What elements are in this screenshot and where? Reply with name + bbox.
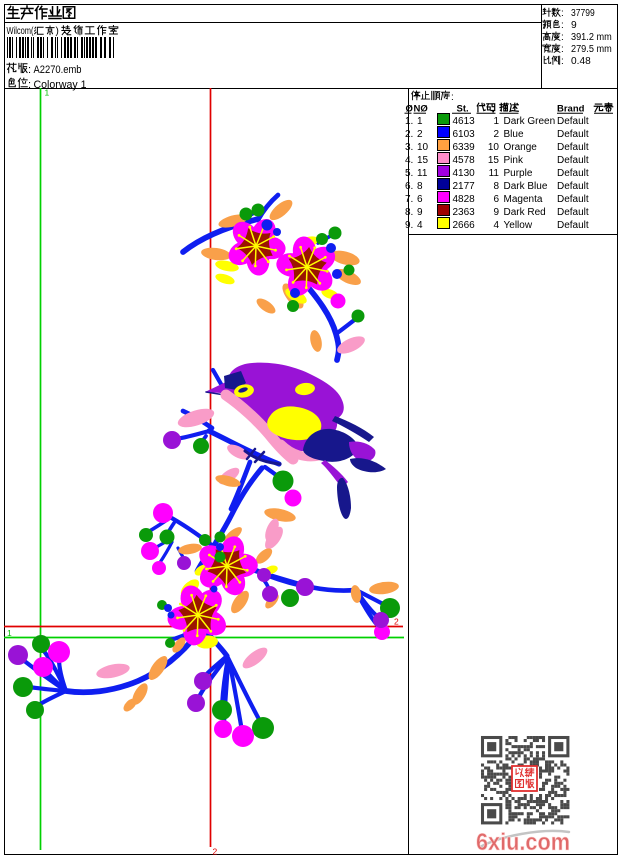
svg-text:4578: 4578 — [453, 155, 476, 166]
svg-text:Magenta: Magenta — [504, 194, 543, 205]
svg-text:15: 15 — [488, 155, 500, 166]
svg-text:4: 4 — [417, 220, 423, 231]
svg-text:1: 1 — [45, 88, 50, 98]
svg-text:10: 10 — [417, 142, 429, 153]
svg-text:Default: Default — [557, 181, 589, 192]
svg-text:Orange: Orange — [504, 142, 538, 153]
svg-text:2177: 2177 — [453, 181, 476, 192]
svg-text::: : — [451, 92, 454, 103]
svg-text:Purple: Purple — [504, 168, 533, 179]
svg-text:6: 6 — [493, 194, 499, 205]
svg-text:7.: 7. — [405, 194, 413, 205]
svg-text:4828: 4828 — [453, 194, 476, 205]
svg-text:Default: Default — [557, 194, 589, 205]
svg-text:1: 1 — [417, 116, 423, 127]
svg-text:37799: 37799 — [571, 8, 595, 19]
svg-text::: : — [28, 79, 31, 91]
svg-text:8: 8 — [417, 181, 423, 192]
svg-text:St.: St. — [457, 104, 469, 115]
svg-text:6339: 6339 — [453, 142, 476, 153]
svg-text:Dark Blue: Dark Blue — [504, 181, 548, 192]
svg-text:6103: 6103 — [453, 129, 476, 140]
svg-text:1: 1 — [493, 116, 499, 127]
svg-text:15: 15 — [417, 155, 429, 166]
svg-text:11: 11 — [417, 168, 428, 179]
svg-text:391.2 mm: 391.2 mm — [571, 32, 612, 43]
svg-text:9: 9 — [417, 207, 423, 218]
svg-text:Blue: Blue — [504, 129, 524, 140]
svg-text:3.: 3. — [405, 142, 413, 153]
svg-text:8.: 8. — [405, 207, 413, 218]
svg-text:Default: Default — [557, 220, 589, 231]
svg-text:6.: 6. — [405, 181, 413, 192]
svg-text:Brand: Brand — [557, 104, 585, 115]
svg-text:Ø: Ø — [406, 104, 413, 115]
svg-text:Dark Red: Dark Red — [504, 207, 546, 218]
svg-text:2363: 2363 — [453, 207, 476, 218]
svg-text:Default: Default — [557, 155, 589, 166]
svg-text:8: 8 — [493, 181, 499, 192]
svg-text:10: 10 — [488, 142, 500, 153]
svg-text:279.5 mm: 279.5 mm — [571, 44, 612, 55]
svg-text:4: 4 — [493, 220, 499, 231]
svg-text:A2270.emb: A2270.emb — [34, 64, 82, 76]
svg-text:Default: Default — [557, 116, 589, 127]
svg-text:11: 11 — [489, 168, 500, 179]
svg-text:): ) — [56, 26, 59, 37]
svg-text:1: 1 — [7, 628, 12, 638]
svg-text:Default: Default — [557, 168, 589, 179]
svg-text:2: 2 — [493, 129, 499, 140]
svg-text:Default: Default — [557, 129, 589, 140]
svg-text:2: 2 — [213, 847, 218, 857]
svg-text:NØ: NØ — [414, 104, 428, 115]
svg-text:Colorway 1: Colorway 1 — [34, 79, 87, 91]
svg-text:4613: 4613 — [453, 116, 476, 127]
svg-text:9: 9 — [571, 20, 577, 31]
svg-text::: : — [561, 20, 564, 31]
svg-text:4130: 4130 — [453, 168, 476, 179]
svg-text:Dark Green: Dark Green — [504, 116, 556, 127]
svg-text:2: 2 — [417, 129, 423, 140]
svg-text::: : — [561, 8, 564, 19]
svg-text:Default: Default — [557, 142, 589, 153]
svg-text::: : — [561, 56, 564, 67]
svg-text:0.48: 0.48 — [571, 56, 591, 67]
svg-text:Default: Default — [557, 207, 589, 218]
svg-text::: : — [28, 64, 31, 76]
svg-text:5.: 5. — [405, 168, 413, 179]
svg-text:Yellow: Yellow — [504, 220, 533, 231]
svg-text:4.: 4. — [405, 155, 413, 166]
svg-text:Pink: Pink — [504, 155, 524, 166]
svg-text:2: 2 — [394, 617, 399, 627]
svg-text:6xiu.com: 6xiu.com — [476, 829, 570, 856]
svg-text:9.: 9. — [405, 220, 413, 231]
svg-text::: : — [561, 32, 564, 43]
svg-text::: : — [561, 44, 564, 55]
svg-text:2666: 2666 — [453, 220, 476, 231]
svg-text:2.: 2. — [405, 129, 413, 140]
svg-text:6: 6 — [417, 194, 423, 205]
svg-text:Wilcom(: Wilcom( — [7, 26, 34, 37]
svg-text:1.: 1. — [405, 116, 413, 127]
svg-text:9: 9 — [493, 207, 499, 218]
